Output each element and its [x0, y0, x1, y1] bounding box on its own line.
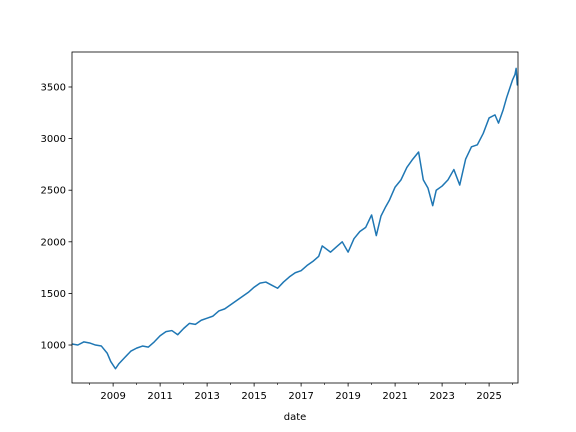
x-tick-label: 2025 — [476, 391, 501, 402]
y-tick-label: 1000 — [41, 341, 66, 352]
y-tick-label: 3500 — [41, 82, 66, 93]
x-tick-label: 2015 — [241, 391, 266, 402]
x-axis-label: date — [284, 412, 307, 423]
y-tick-label: 2500 — [41, 186, 66, 197]
x-tick-label: 2019 — [335, 391, 360, 402]
x-tick-label: 2023 — [429, 391, 454, 402]
line — [72, 67, 518, 370]
x-tick-label: 2021 — [382, 391, 407, 402]
plot-frame — [71, 51, 519, 384]
y-tick-label: 3000 — [41, 134, 66, 145]
x-tick-label: 2013 — [194, 391, 219, 402]
y-tick-label: 2000 — [41, 237, 66, 248]
y-tick-label: 1500 — [41, 289, 66, 300]
x-tick-label: 2009 — [100, 391, 125, 402]
x-tick-label: 2017 — [288, 391, 313, 402]
x-tick-label: 2011 — [147, 391, 172, 402]
